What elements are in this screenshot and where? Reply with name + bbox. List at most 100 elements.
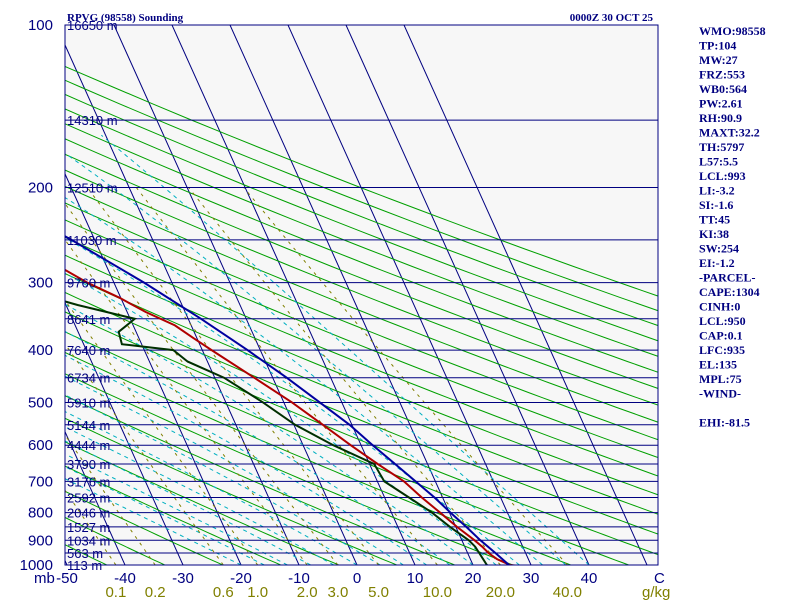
height-level-label: 6734 m (67, 371, 110, 386)
mixing-ratio-tick-label: 0.2 (145, 584, 166, 600)
mixing-ratio-tick-label: 20.0 (486, 584, 515, 600)
temperature-point (440, 512, 441, 513)
index-line: MAXT:32.2 (699, 126, 760, 140)
temperature-tick-label: 10 (407, 570, 424, 587)
dewpoint-point (468, 540, 469, 541)
dewpoint-point (187, 361, 188, 362)
index-line: RH:90.9 (699, 111, 742, 125)
height-level-label: 2046 m (67, 506, 110, 521)
temperature-point (377, 463, 378, 464)
temperature-point (145, 311, 146, 312)
index-line: LCL:993 (699, 169, 746, 183)
index-line: L57:5.5 (699, 155, 738, 169)
index-line: FRZ:553 (699, 68, 745, 82)
dewpoint-point (262, 402, 263, 403)
height-level-label: 5144 m (67, 418, 110, 433)
parcel-point (144, 282, 145, 283)
temperature-point (421, 497, 422, 498)
temperature-tick-label: -50 (56, 570, 78, 587)
index-line: TP:104 (699, 39, 736, 53)
parcel-point (480, 540, 481, 541)
index-line: WB0:564 (699, 82, 747, 96)
dewpoint-point (408, 497, 409, 498)
temperature-point (291, 402, 292, 403)
index-line: -PARCEL- (699, 271, 755, 285)
index-line: CAPE:1304 (699, 285, 760, 299)
pressure-tick-label: 600 (28, 437, 53, 454)
mixing-ratio-tick-label: 2.0 (297, 584, 318, 600)
mixing-ratio-tick-label: 10.0 (423, 584, 452, 600)
height-level-label: 9760 m (67, 276, 110, 291)
parcel-point (495, 552, 496, 553)
temperature-tick-label: -30 (172, 570, 194, 587)
temperature-tick-label: 20 (465, 570, 482, 587)
temperature-point (482, 546, 483, 547)
temperature-tick-label: 30 (523, 570, 540, 587)
dewpoint-point (121, 344, 122, 345)
temperature-point (254, 377, 255, 378)
index-line: KI:38 (699, 227, 729, 241)
chart-title: RPVG (98558) Sounding (67, 12, 184, 24)
pressure-tick-label: 500 (28, 394, 53, 411)
temperature-point (488, 552, 489, 553)
index-line: LI:-3.2 (699, 184, 735, 198)
temperature-point (174, 325, 175, 326)
height-level-label: 12510 m (67, 181, 118, 196)
skew-t-diagram: 100200300400500600700800900100016650 m14… (0, 0, 800, 600)
mixing-ratio-tick-label: 3.0 (327, 584, 348, 600)
temperature-point (350, 445, 351, 446)
index-line: -WIND- (699, 387, 741, 401)
temperature-unit-label: C (654, 570, 665, 587)
height-level-label: 8641 m (67, 312, 110, 327)
valid-time: 0000Z 30 OCT 25 (570, 12, 654, 24)
pressure-tick-label: 300 (28, 275, 53, 292)
parcel-point (395, 463, 396, 464)
temperature-point (403, 481, 404, 482)
dewpoint-point (134, 318, 135, 319)
parcel-point (286, 377, 287, 378)
dewpoint-point (374, 463, 375, 464)
index-line: CAP:0.1 (699, 329, 743, 343)
height-level-label: 3176 m (67, 474, 110, 489)
height-level-label: 14310 m (67, 113, 118, 128)
temperature-point (496, 559, 497, 560)
pressure-tick-label: 400 (28, 342, 53, 359)
index-line: MW:27 (699, 53, 738, 67)
mixing-ratio-tick-label: 0.6 (213, 584, 234, 600)
height-level-label: 2592 m (67, 491, 110, 506)
temperature-point (322, 424, 323, 425)
dewpoint-point (483, 559, 484, 560)
mixing-ratio-tick-label: 5.0 (368, 584, 389, 600)
temperature-point (456, 526, 457, 527)
pressure-tick-label: 700 (28, 473, 53, 490)
temperature-point (119, 297, 120, 298)
dewpoint-point (384, 481, 385, 482)
dewpoint-point (432, 512, 433, 513)
pressure-tick-label: 200 (28, 180, 53, 197)
index-line: TT:45 (699, 213, 730, 227)
height-level-label: 7640 m (67, 343, 110, 358)
mixing-ratio-tick-label: 1.0 (247, 584, 268, 600)
index-line: LFC:935 (699, 343, 745, 357)
dewpoint-point (223, 377, 224, 378)
mixing-ratio-tick-label: 0.1 (105, 584, 126, 600)
temperature-point (211, 350, 212, 351)
index-line: LCL:950 (699, 314, 746, 328)
pressure-tick-label: 800 (28, 505, 53, 522)
height-level-label: 4444 m (67, 438, 110, 453)
index-line: WMO:98558 (699, 24, 766, 38)
dewpoint-point (295, 424, 296, 425)
parcel-point (450, 512, 451, 513)
parcel-point (434, 497, 435, 498)
index-line: SW:254 (699, 242, 739, 256)
index-line: MPL:75 (699, 372, 742, 386)
parcel-point (372, 445, 373, 446)
dewpoint-point (77, 304, 78, 305)
index-line: EI:-1.2 (699, 256, 735, 270)
height-level-label: 11030 m (67, 233, 117, 248)
parcel-point (200, 318, 201, 319)
pressure-tick-label: 900 (28, 532, 53, 549)
temperature-point (474, 540, 475, 541)
dewpoint-point (475, 546, 476, 547)
pressure-unit-label: mb (34, 570, 55, 587)
